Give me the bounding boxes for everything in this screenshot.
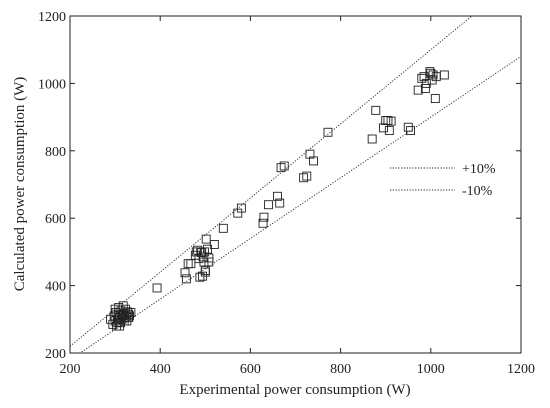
- data-point: [181, 274, 191, 284]
- tick-labels: 200 400 600 800 1000 1200 200 400 600 800 1000 1200: [38, 10, 535, 377]
- data-point: [110, 304, 120, 314]
- data-point: [258, 218, 268, 228]
- data-point: [118, 310, 128, 320]
- x-tick-label: 800: [330, 362, 351, 377]
- data-point: [426, 68, 436, 78]
- data-point: [299, 173, 309, 183]
- x-axis-label: Experimental power consumption (W): [179, 382, 410, 398]
- data-point: [124, 313, 134, 323]
- data-point: [428, 70, 438, 80]
- data-point: [125, 311, 134, 321]
- data-point: [198, 252, 208, 262]
- data-point: [420, 84, 430, 93]
- data-point: [200, 267, 210, 277]
- y-tick-label: 1000: [38, 77, 66, 92]
- y-tick-label: 1200: [38, 10, 66, 25]
- data-point: [371, 105, 381, 115]
- data-points: [106, 67, 449, 331]
- data-point: [275, 198, 285, 208]
- data-point: [201, 234, 211, 244]
- data-point: [383, 116, 393, 125]
- data-point: [195, 272, 205, 282]
- data-point: [381, 116, 391, 125]
- x-tick-label: 400: [150, 362, 171, 377]
- data-point: [263, 200, 273, 210]
- data-point: [421, 78, 431, 88]
- data-point: [236, 203, 246, 213]
- data-point: [367, 134, 377, 144]
- data-point: [378, 123, 388, 133]
- y-tick-label: 200: [45, 347, 66, 362]
- x-tick-label: 1000: [417, 362, 445, 377]
- x-tick-label: 200: [60, 362, 81, 377]
- data-point: [203, 244, 213, 254]
- reference-lines: [70, 16, 521, 353]
- legend-entry-plus-10-label: +10%: [462, 162, 496, 177]
- data-point: [417, 73, 427, 83]
- data-point: [199, 247, 209, 257]
- data-point: [276, 163, 286, 173]
- data-point: [183, 259, 193, 269]
- legend-entry-minus-10-label: -10%: [462, 184, 493, 199]
- plus-10-percent-line: [70, 16, 473, 347]
- data-point: [384, 126, 394, 136]
- data-point: [218, 223, 228, 233]
- data-point: [273, 191, 282, 201]
- y-tick-label: 800: [45, 145, 66, 160]
- data-point: [406, 126, 415, 136]
- x-tick-label: 600: [240, 362, 261, 377]
- data-point: [115, 321, 125, 331]
- data-point: [323, 127, 333, 137]
- data-point: [439, 70, 449, 80]
- data-point: [209, 240, 219, 249]
- plot-frame: [69, 15, 522, 354]
- y-tick-label: 400: [45, 280, 66, 295]
- data-point: [309, 156, 318, 166]
- y-axis-label: Calculated power consumption (W): [12, 77, 28, 292]
- y-tick-label: 600: [45, 212, 66, 227]
- data-point: [279, 161, 289, 171]
- data-point: [413, 85, 423, 95]
- data-point: [430, 94, 440, 104]
- data-point: [302, 171, 312, 181]
- plot-area: [69, 15, 522, 354]
- minus-10-percent-line: [79, 56, 521, 353]
- data-point: [204, 257, 214, 267]
- data-point: [152, 283, 162, 293]
- data-point: [259, 212, 269, 222]
- data-point: [186, 259, 196, 269]
- data-point: [403, 122, 413, 132]
- data-point: [180, 268, 190, 278]
- data-point: [386, 116, 396, 126]
- x-tick-label: 1200: [507, 362, 535, 377]
- legend: +10% -10%: [390, 162, 496, 199]
